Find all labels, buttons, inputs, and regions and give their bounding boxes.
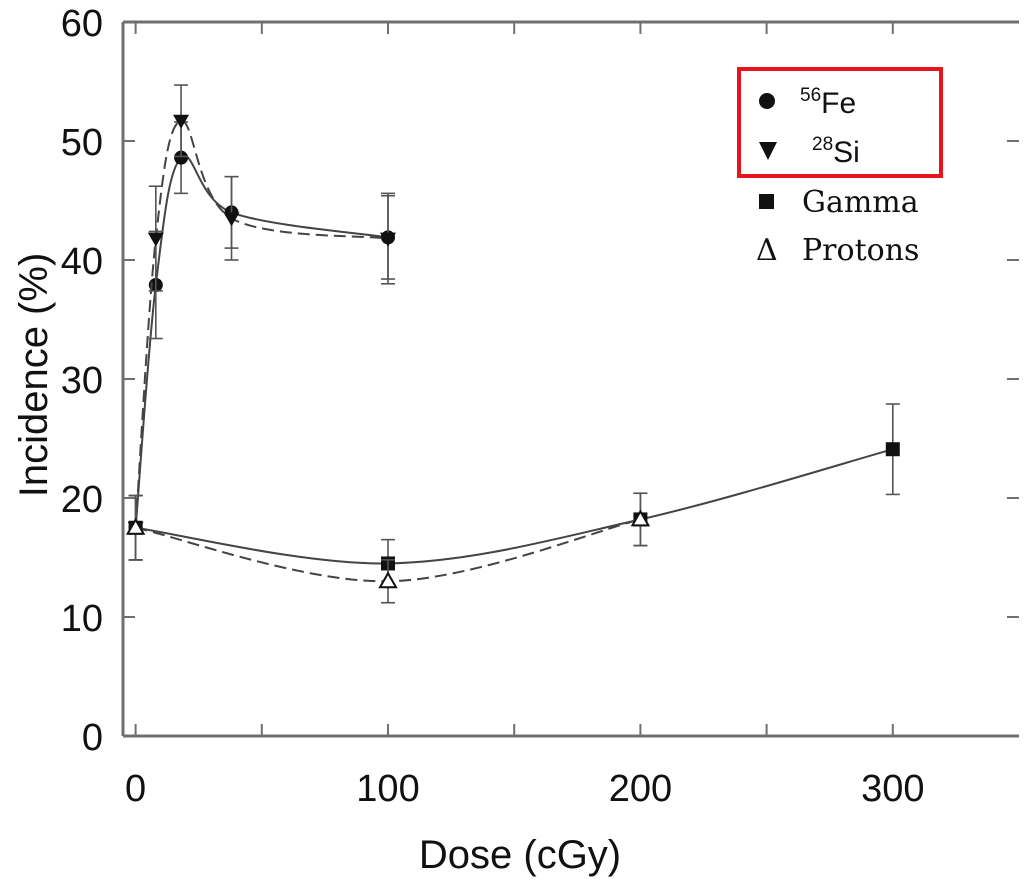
y-tick-label: 40 bbox=[61, 241, 103, 283]
legend-protons-marker-icon: Δ bbox=[756, 233, 778, 268]
legend-gamma-label: Gamma bbox=[802, 185, 919, 220]
y-tick-label: 0 bbox=[82, 717, 103, 759]
data-point bbox=[885, 442, 900, 457]
legend-protons-label: Protons bbox=[802, 233, 919, 268]
legend-si-marker-icon bbox=[759, 142, 777, 160]
y-axis-label: Incidence (%) bbox=[12, 253, 56, 498]
legend-si-mass: 28 bbox=[812, 134, 833, 155]
tick-labels: 0 10 20 30 40 50 60 0 100 200 300 bbox=[61, 3, 925, 810]
x-tick-label: 100 bbox=[356, 768, 419, 810]
legend-gamma-marker-icon bbox=[759, 194, 774, 209]
legend-fe-element: Fe bbox=[821, 87, 856, 120]
y-tick-label: 20 bbox=[61, 479, 103, 521]
series-layer bbox=[125, 84, 900, 604]
axes bbox=[121, 20, 1019, 738]
legend-fe-mass: 56 bbox=[800, 85, 821, 106]
y-tick-label: 30 bbox=[61, 360, 103, 402]
series-line bbox=[134, 154, 389, 528]
series-2 bbox=[128, 403, 900, 589]
data-point bbox=[630, 509, 651, 527]
x-tick-label: 0 bbox=[125, 768, 146, 810]
data-point bbox=[378, 571, 398, 589]
y-tick-label: 50 bbox=[61, 122, 103, 164]
data-point bbox=[147, 232, 164, 247]
data-point bbox=[380, 232, 397, 247]
data-point bbox=[125, 517, 146, 535]
ticks bbox=[123, 21, 1019, 737]
data-point bbox=[174, 150, 189, 165]
y-tick-label: 10 bbox=[61, 598, 103, 640]
series-line bbox=[135, 448, 894, 565]
series-line bbox=[134, 119, 389, 528]
legend: 56Fe 28Si Gamma Δ Protons bbox=[737, 67, 943, 268]
y-tick-label: 60 bbox=[61, 3, 103, 45]
legend-fe-marker-icon bbox=[759, 93, 775, 109]
x-axis-label: Dose (cGy) bbox=[419, 833, 621, 877]
legend-fe-label: 56Fe bbox=[800, 85, 856, 120]
series-3 bbox=[125, 492, 651, 604]
series-0 bbox=[128, 121, 396, 561]
x-tick-label: 200 bbox=[609, 768, 672, 810]
data-point bbox=[223, 212, 240, 227]
data-point bbox=[173, 114, 190, 129]
legend-si-label: 28Si bbox=[812, 134, 860, 169]
legend-si-element: Si bbox=[833, 136, 860, 169]
x-tick-label: 300 bbox=[861, 768, 924, 810]
legend-highlight-box bbox=[737, 67, 943, 178]
series-1 bbox=[127, 84, 397, 561]
